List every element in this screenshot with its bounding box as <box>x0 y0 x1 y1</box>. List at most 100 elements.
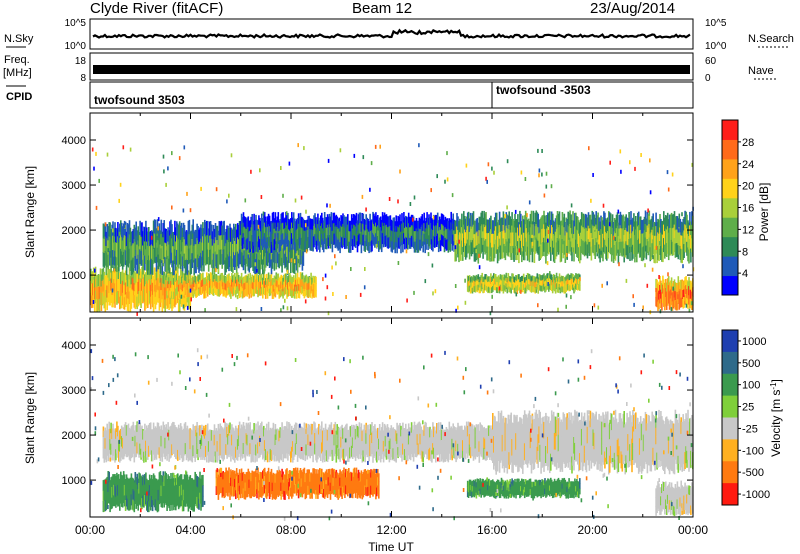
rti-cell <box>276 287 279 295</box>
rti-scatter-cell <box>334 254 336 259</box>
rti-cell <box>499 284 502 291</box>
rti-cell <box>529 275 532 282</box>
rti-cell <box>94 290 97 304</box>
rti-cell <box>679 298 682 308</box>
rti-cell <box>272 222 275 234</box>
rti-cell <box>364 220 366 231</box>
rti-cell <box>595 238 597 253</box>
rti-cell <box>516 219 518 233</box>
noise-search-label: N.Search <box>748 33 794 45</box>
rti-cell <box>525 275 528 281</box>
rti-cell <box>480 226 482 241</box>
rti-cell <box>144 241 146 257</box>
rti-cell <box>343 438 345 450</box>
rti-cell <box>511 225 513 240</box>
rti-cell <box>201 242 203 258</box>
rti-cell <box>335 441 338 453</box>
rti-cell <box>289 248 291 263</box>
rti-cell <box>365 235 367 247</box>
rti-cell <box>673 288 676 298</box>
rti-cell <box>341 216 343 228</box>
rti-scatter-cell <box>625 278 628 283</box>
rti-cell <box>557 213 560 228</box>
rti-cell <box>299 278 302 287</box>
rti-cell <box>601 230 603 245</box>
power-colorbar-tick-label: 20 <box>742 181 754 193</box>
rti-cell <box>666 226 669 241</box>
rti-cell <box>187 276 190 284</box>
rti-cell <box>403 449 405 461</box>
rti-cell <box>379 227 382 238</box>
rti-cell <box>507 414 510 432</box>
rti-cell <box>540 285 542 292</box>
rti-cell <box>488 286 490 293</box>
rti-cell <box>235 229 238 245</box>
rti-cell <box>137 422 139 434</box>
rti-cell <box>237 446 240 458</box>
rti-cell <box>518 274 520 280</box>
rti-cell <box>155 268 158 281</box>
rti-cell <box>611 214 614 229</box>
rti-cell <box>330 443 333 455</box>
rti-cell <box>464 232 467 247</box>
rti-cell <box>671 228 674 243</box>
rti-cell <box>307 290 309 298</box>
rti-cell <box>247 422 250 434</box>
rti-cell <box>492 286 494 292</box>
rti-cell <box>297 283 300 292</box>
rti-cell <box>633 213 635 228</box>
rti-cell <box>405 444 407 456</box>
rti-cell <box>611 227 614 242</box>
rti-cell <box>489 438 491 450</box>
rti-cell <box>541 280 543 287</box>
rti-cell <box>219 444 222 456</box>
rti-cell <box>531 446 534 464</box>
rti-cell <box>305 423 308 435</box>
rti-cell <box>493 278 495 285</box>
rti-cell <box>488 276 490 282</box>
rti-cell <box>645 218 648 233</box>
rti-scatter-cell <box>528 200 531 205</box>
rti-cell <box>554 287 557 294</box>
rti-cell <box>237 281 240 289</box>
rti-cell <box>238 432 241 444</box>
rti-cell <box>691 238 693 253</box>
rti-cell <box>202 448 204 460</box>
beam-label: Beam 12 <box>352 0 412 17</box>
rti-cell <box>306 289 309 298</box>
rti-cell <box>680 221 682 236</box>
rti-cell <box>145 249 147 265</box>
rti-cell <box>519 287 521 294</box>
rti-cell <box>309 277 311 285</box>
rti-cell <box>161 450 164 462</box>
rti-cell <box>328 424 331 436</box>
rti-cell <box>204 277 206 285</box>
rti-cell <box>233 274 235 282</box>
rti-cell <box>529 286 532 292</box>
rti-cell <box>189 296 192 309</box>
rti-cell <box>559 287 562 294</box>
rti-cell <box>228 280 230 288</box>
rti-cell <box>483 276 485 283</box>
rti-cell <box>125 231 128 247</box>
rti-cell <box>118 429 120 441</box>
rti-cell <box>502 277 505 283</box>
rti-cell <box>556 286 559 293</box>
rti-cell <box>188 219 191 235</box>
rti-cell <box>291 446 293 458</box>
rti-cell <box>307 237 309 248</box>
rti-scatter-cell <box>489 257 491 262</box>
rti-cell <box>116 421 118 433</box>
rti-cell <box>631 246 633 261</box>
rti-cell <box>330 222 333 234</box>
rti-scatter-cell <box>485 176 487 181</box>
rti-cell <box>393 217 395 229</box>
rti-cell <box>434 437 436 449</box>
rti-cell <box>510 277 512 283</box>
rti-cell <box>176 448 178 460</box>
rti-cell <box>504 232 507 247</box>
rti-cell <box>266 216 269 228</box>
rti-cell <box>224 246 226 261</box>
rti-cell <box>319 220 321 232</box>
